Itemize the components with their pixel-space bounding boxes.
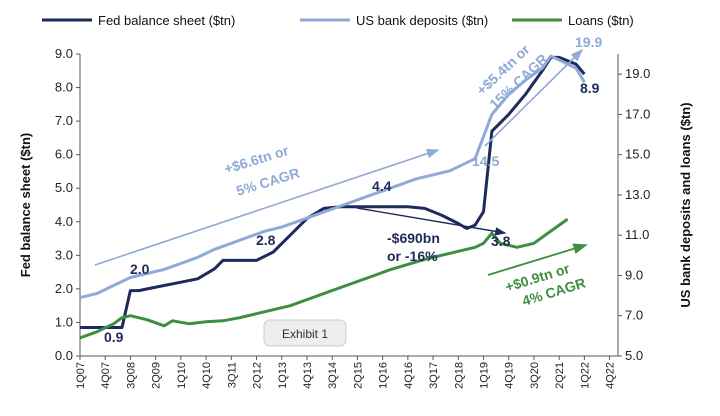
right-tick-label: 19.0 xyxy=(625,66,650,81)
right-tick-label: 17.0 xyxy=(625,106,650,121)
label-fed-4-4: 4.4 xyxy=(372,178,392,194)
left-tick-label: 8.0 xyxy=(55,80,73,95)
left-tick-label: 9.0 xyxy=(55,46,73,61)
left-axis-title: Fed balance sheet ($tn) xyxy=(18,133,33,277)
x-tick-label: 4Q10 xyxy=(201,362,213,389)
left-tick-label: 3.0 xyxy=(55,247,73,262)
label-deposits-19-9: 19.9 xyxy=(575,34,602,50)
x-tick-label: 2Q12 xyxy=(252,362,264,389)
exhibit-badge xyxy=(263,319,347,347)
legend-label: US bank deposits ($tn) xyxy=(356,13,488,28)
series-line xyxy=(79,54,586,300)
x-tick-label: 4Q16 xyxy=(403,362,415,389)
exhibit-badge-label: Exhibit 1 xyxy=(282,327,328,341)
left-tick-label: 1.0 xyxy=(55,314,73,329)
label-fed-2-0: 2.0 xyxy=(130,261,150,277)
series-line xyxy=(80,55,586,329)
loans-growth-arrow xyxy=(487,243,588,276)
right-axis-title: US bank deposits and loans ($tn) xyxy=(678,102,693,307)
x-tick-label: 3Q08 xyxy=(125,362,137,389)
x-tick-label: 3Q14 xyxy=(327,362,339,389)
label-fed-8-9: 8.9 xyxy=(580,80,600,96)
fed-decline-arrow xyxy=(356,207,507,236)
legend-label: Fed balance sheet ($tn) xyxy=(98,13,235,28)
legend: Fed balance sheet ($tn) US bank deposits … xyxy=(42,13,634,28)
right-tick-label: 15.0 xyxy=(625,147,650,162)
right-tick-label: 13.0 xyxy=(625,187,650,202)
label-deposits-14-5: 14.5 xyxy=(472,153,499,169)
legend-label: Loans ($tn) xyxy=(568,13,634,28)
deposits-growth-arrow xyxy=(94,149,440,266)
x-tick-label: 3Q20 xyxy=(529,362,541,389)
x-tick-label: 1Q19 xyxy=(479,362,491,389)
x-tick-label: 4Q07 xyxy=(100,362,112,389)
x-tick-label: 4Q22 xyxy=(605,362,617,389)
x-tick-label: 4Q13 xyxy=(302,362,314,389)
label-fed-3-8: 3.8 xyxy=(491,233,511,249)
left-tick-label: 6.0 xyxy=(55,147,73,162)
right-tick-label: 5.0 xyxy=(625,348,643,363)
annotation-layer: 0.9 2.0 2.8 4.4 3.8 8.9 14.5 19.9 -$690bn or -16%… xyxy=(94,34,602,347)
x-tick-label: 3Q11 xyxy=(226,362,238,388)
label-fed-0-9: 0.9 xyxy=(104,329,124,345)
deposits-recent-growth-arrow xyxy=(484,48,584,147)
series-layer xyxy=(79,54,586,340)
left-tick-label: 7.0 xyxy=(55,113,73,128)
x-tick-label: 1Q16 xyxy=(378,362,390,389)
x-tick-label: 1Q07 xyxy=(75,362,87,389)
axes: 0.0 1.0 2.0 3.0 4.0 5.0 6.0 7.0 8.0 9.0 5.0 7.0 9.0 1… xyxy=(18,46,693,389)
label-fed-change-amount: -$690bn xyxy=(387,230,440,246)
x-tick-label: 2Q09 xyxy=(151,362,163,389)
label-fed-2-8: 2.8 xyxy=(256,232,276,248)
label-fed-change-percent: or -16% xyxy=(387,248,438,264)
x-tick-label: 1Q22 xyxy=(579,362,591,389)
x-tick-label: 2Q15 xyxy=(352,362,364,389)
x-tick-label: 2Q21 xyxy=(554,362,566,389)
right-tick-label: 11.0 xyxy=(625,227,649,242)
x-tick-label: 2Q18 xyxy=(453,362,465,389)
left-tick-label: 2.0 xyxy=(55,281,73,296)
right-tick-label: 9.0 xyxy=(625,267,643,282)
left-tick-label: 4.0 xyxy=(55,214,73,229)
x-tick-label: 1Q13 xyxy=(277,362,289,389)
right-tick-label: 7.0 xyxy=(625,308,643,323)
series-line xyxy=(79,217,569,340)
x-tick-label: 4Q19 xyxy=(504,362,516,389)
x-tick-label: 3Q17 xyxy=(428,362,440,389)
x-tick-label: 1Q10 xyxy=(176,362,188,389)
left-tick-label: 0.0 xyxy=(55,348,73,363)
left-tick-label: 5.0 xyxy=(55,180,73,195)
